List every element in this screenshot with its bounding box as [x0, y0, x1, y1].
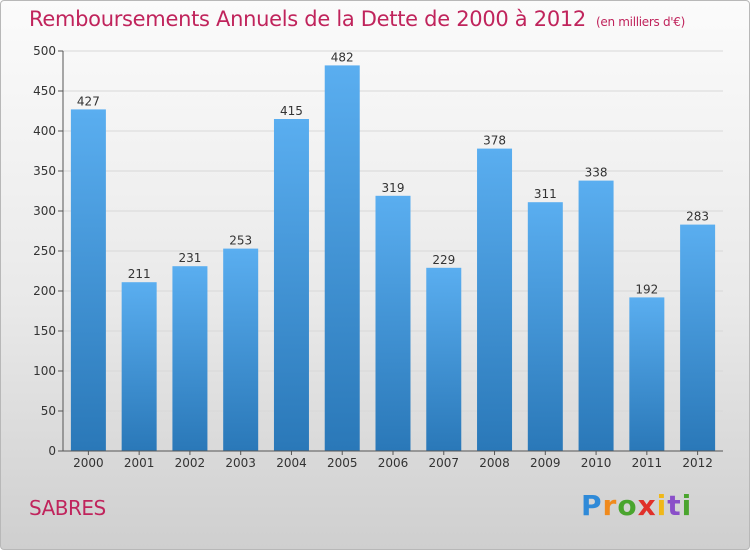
bar: [527, 202, 563, 451]
bar-value-label: 192: [635, 282, 658, 296]
x-tick-label: 2004: [276, 456, 307, 470]
bar-value-label: 311: [534, 187, 557, 201]
bar-value-label: 415: [280, 104, 303, 118]
bar-value-label: 319: [382, 181, 405, 195]
chart-subtitle: (en milliers d'€): [596, 15, 686, 29]
y-tick-label: 450: [33, 84, 56, 98]
x-tick-label: 2001: [124, 456, 155, 470]
bar-value-label: 229: [432, 253, 455, 267]
logo-letter: o: [617, 489, 638, 522]
bar: [223, 248, 259, 451]
x-tick-label: 2006: [378, 456, 409, 470]
y-tick-label: 300: [33, 204, 56, 218]
logo-letter: i: [681, 489, 693, 522]
y-tick-label: 0: [48, 444, 56, 458]
logo-letter: x: [637, 489, 657, 522]
chart-title-text: Remboursements Annuels de la Dette de 20…: [29, 7, 586, 31]
logo-letter: i: [656, 489, 668, 522]
bar: [477, 148, 513, 451]
bar: [121, 282, 157, 451]
x-tick-label: 2008: [479, 456, 510, 470]
bar-value-label: 211: [128, 267, 151, 281]
bar-value-label: 427: [77, 94, 100, 108]
x-tick-label: 2010: [581, 456, 612, 470]
logo-letter: P: [581, 489, 603, 522]
x-tick-label: 2009: [530, 456, 561, 470]
bar: [578, 180, 614, 451]
bar-value-label: 253: [229, 234, 252, 248]
bar-value-label: 283: [686, 210, 709, 224]
y-tick-label: 200: [33, 284, 56, 298]
town-name: SABRES: [29, 496, 106, 520]
y-tick-label: 250: [33, 244, 56, 258]
x-tick-label: 2012: [682, 456, 713, 470]
bar: [375, 195, 411, 451]
bar: [680, 224, 716, 451]
x-tick-label: 2005: [327, 456, 358, 470]
bar: [70, 109, 106, 452]
proxiti-logo: Proxiti: [581, 489, 692, 522]
bar: [273, 119, 309, 451]
bar-value-label: 482: [331, 50, 354, 64]
bar-value-label: 231: [178, 251, 201, 265]
bar: [426, 267, 462, 451]
chart-title: Remboursements Annuels de la Dette de 20…: [29, 7, 685, 31]
y-tick-label: 400: [33, 124, 56, 138]
bar-value-label: 378: [483, 134, 506, 148]
bar: [172, 266, 208, 451]
bar-value-label: 338: [585, 166, 608, 180]
x-tick-label: 2011: [632, 456, 663, 470]
bar: [324, 65, 360, 452]
bars: 427 211 231 253 415 482 319 229 378 311 338 192 283: [70, 50, 716, 452]
y-tick-label: 100: [33, 364, 56, 378]
y-tick-label: 150: [33, 324, 56, 338]
axes: 0 50 100 150 200 250 300 350 400 450 500 2000 2001 20…: [33, 44, 723, 470]
y-tick-label: 350: [33, 164, 56, 178]
x-tick-label: 2007: [428, 456, 459, 470]
logo-letter: t: [667, 489, 682, 522]
logo-letter: r: [602, 489, 618, 522]
y-tick-label: 500: [33, 44, 56, 58]
x-tick-label: 2002: [175, 456, 206, 470]
y-tick-label: 50: [41, 404, 56, 418]
x-tick-label: 2000: [73, 456, 104, 470]
x-tick-label: 2003: [225, 456, 256, 470]
bar: [629, 297, 665, 451]
